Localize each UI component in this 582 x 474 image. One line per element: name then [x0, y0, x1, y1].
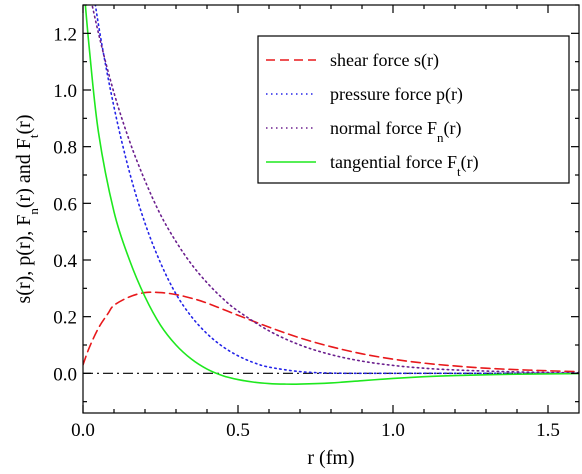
y-tick-label: 0.6	[53, 194, 77, 215]
y-tick-label: 0.2	[53, 308, 77, 329]
x-tick-label: 0.0	[71, 420, 95, 441]
y-tick-label: 1.2	[53, 24, 77, 45]
x-tick-label: 0.5	[226, 420, 250, 441]
series-line-1	[83, 291, 579, 373]
y-tick-label: 1.0	[53, 81, 77, 102]
legend-label-2: pressure force p(r)	[330, 84, 463, 105]
series-layer	[83, 5, 579, 386]
legend-label-3: normal force Fn(r)	[330, 118, 461, 145]
axis-ticks	[82, 4, 579, 413]
legend: shear force s(r) pressure force p(r) norma…	[257, 35, 570, 184]
x-tick-label: 1.5	[536, 420, 560, 441]
y-tick-label: 0.0	[53, 364, 77, 385]
y-tick-label: 0.8	[53, 138, 77, 159]
legend-label-1: shear force s(r)	[330, 50, 439, 71]
axis-tick-labels: 0.0 0.5 1.0 1.5 0.0 0.2 0.4 0.6 0.8 1.0 1.2	[53, 24, 560, 441]
series-line-2	[94, 5, 579, 375]
x-axis-label: r (fm)	[307, 447, 354, 469]
legend-items: shear force s(r) pressure force p(r) norma…	[266, 50, 479, 179]
y-axis-label: s(r), p(r), Fn(r) and Ft(r)	[13, 115, 41, 304]
series-line-4	[84, 5, 579, 386]
series-line-3	[91, 5, 579, 374]
legend-label-4: tangential force Ft(r)	[330, 152, 479, 179]
x-tick-label: 1.0	[381, 420, 405, 441]
y-tick-label: 0.4	[53, 251, 77, 272]
